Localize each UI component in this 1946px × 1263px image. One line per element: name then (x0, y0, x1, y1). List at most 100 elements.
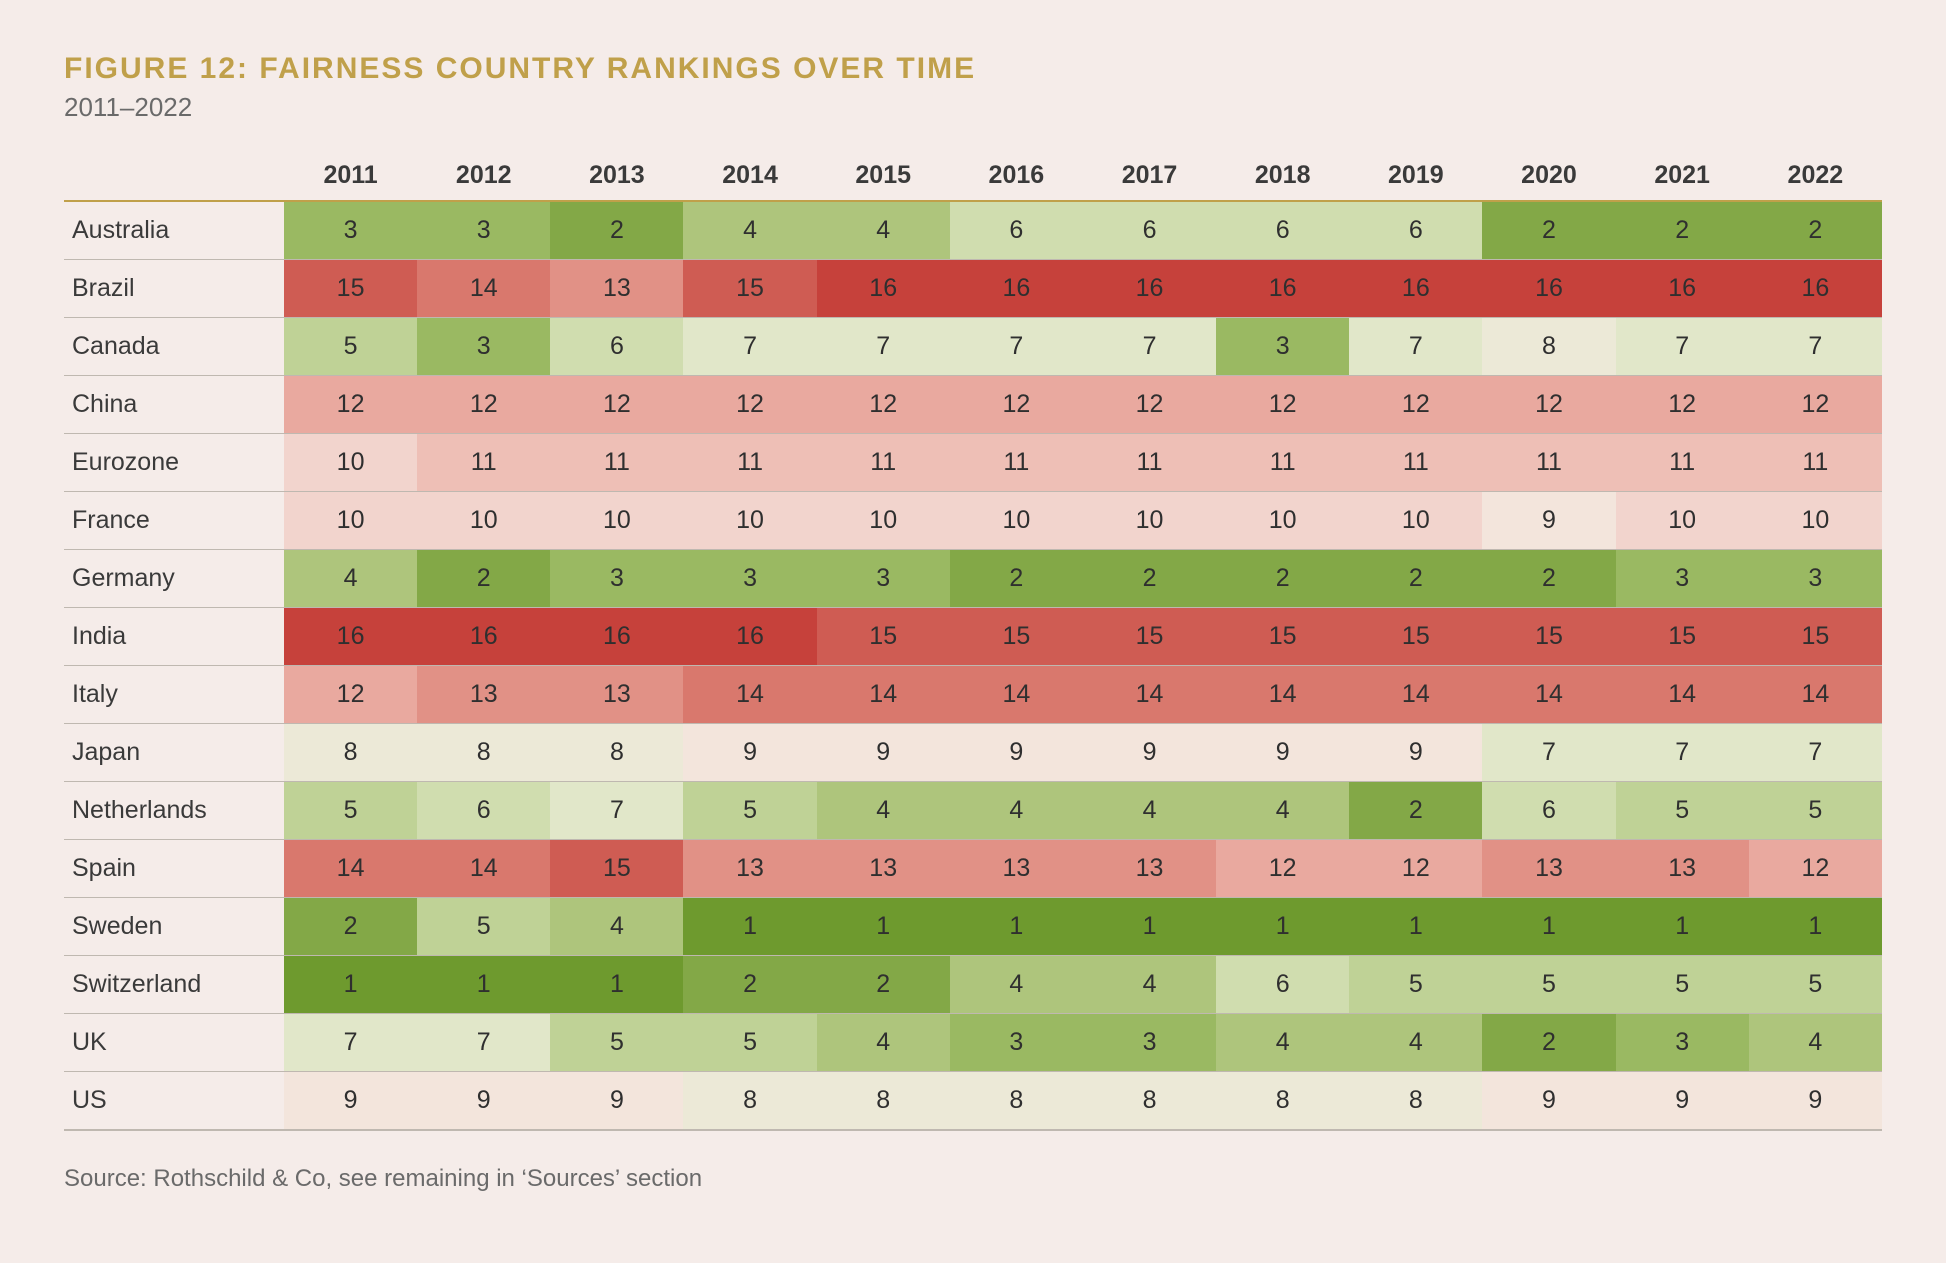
heatmap-cell: 3 (284, 201, 417, 260)
heatmap-cell: 15 (683, 260, 816, 318)
heatmap-cell: 12 (1083, 376, 1216, 434)
heatmap-cell: 12 (550, 376, 683, 434)
heatmap-cell: 16 (1216, 260, 1349, 318)
heatmap-cell: 14 (1749, 666, 1882, 724)
heatmap-cell: 4 (817, 201, 950, 260)
heatmap-cell: 12 (1216, 376, 1349, 434)
heatmap-cell: 15 (1749, 608, 1882, 666)
heatmap-cell: 7 (1349, 318, 1482, 376)
heatmap-cell: 8 (683, 1072, 816, 1131)
heatmap-cell: 13 (550, 666, 683, 724)
heatmap-cell: 2 (817, 956, 950, 1014)
heatmap-cell: 13 (1482, 840, 1615, 898)
heatmap-cell: 16 (1349, 260, 1482, 318)
heatmap-cell: 7 (417, 1014, 550, 1072)
figure-subtitle: 2011–2022 (64, 92, 1882, 123)
heatmap-cell: 10 (417, 492, 550, 550)
heatmap-cell: 4 (950, 956, 1083, 1014)
heatmap-cell: 8 (417, 724, 550, 782)
heatmap-cell: 8 (950, 1072, 1083, 1131)
heatmap-cell: 3 (1216, 318, 1349, 376)
table-row: Canada536777737877 (64, 318, 1882, 376)
heatmap-cell: 14 (683, 666, 816, 724)
heatmap-cell: 11 (1216, 434, 1349, 492)
heatmap-cell: 1 (1749, 898, 1882, 956)
heatmap-cell: 14 (950, 666, 1083, 724)
column-header-year: 2022 (1749, 161, 1882, 201)
heatmap-cell: 2 (1482, 550, 1615, 608)
heatmap-cell: 12 (1216, 840, 1349, 898)
heatmap-cell: 16 (550, 608, 683, 666)
heatmap-cell: 5 (1616, 956, 1749, 1014)
heatmap-cell: 3 (550, 550, 683, 608)
heatmap-cell: 9 (550, 1072, 683, 1131)
table-header: 2011201220132014201520162017201820192020… (64, 161, 1882, 201)
heatmap-cell: 8 (284, 724, 417, 782)
heatmap-cell: 14 (1083, 666, 1216, 724)
heatmap-cell: 13 (950, 840, 1083, 898)
heatmap-cell: 4 (1083, 956, 1216, 1014)
heatmap-cell: 1 (1216, 898, 1349, 956)
heatmap-cell: 3 (950, 1014, 1083, 1072)
heatmap-cell: 5 (683, 1014, 816, 1072)
heatmap-cell: 7 (1749, 724, 1882, 782)
table-row: Germany423332222233 (64, 550, 1882, 608)
heatmap-cell: 14 (284, 840, 417, 898)
row-label: Japan (64, 724, 284, 782)
heatmap-cell: 11 (417, 434, 550, 492)
heatmap-cell: 3 (417, 318, 550, 376)
heatmap-cell: 16 (417, 608, 550, 666)
heatmap-cell: 1 (417, 956, 550, 1014)
row-label: UK (64, 1014, 284, 1072)
heatmap-cell: 2 (1749, 201, 1882, 260)
heatmap-cell: 9 (1216, 724, 1349, 782)
column-header-year: 2020 (1482, 161, 1615, 201)
heatmap-cell: 11 (683, 434, 816, 492)
heatmap-cell: 4 (550, 898, 683, 956)
heatmap-cell: 6 (950, 201, 1083, 260)
heatmap-cell: 9 (817, 724, 950, 782)
table-row: India161616161515151515151515 (64, 608, 1882, 666)
row-label: Switzerland (64, 956, 284, 1014)
heatmap-cell: 1 (1616, 898, 1749, 956)
heatmap-cell: 3 (683, 550, 816, 608)
heatmap-cell: 10 (1083, 492, 1216, 550)
heatmap-cell: 1 (284, 956, 417, 1014)
heatmap-cell: 16 (1083, 260, 1216, 318)
heatmap-cell: 3 (1616, 1014, 1749, 1072)
heatmap-cell: 12 (1349, 376, 1482, 434)
heatmap-cell: 14 (1616, 666, 1749, 724)
heatmap-cell: 1 (683, 898, 816, 956)
heatmap-cell: 15 (1349, 608, 1482, 666)
column-header-country (64, 161, 284, 201)
heatmap-cell: 7 (1749, 318, 1882, 376)
heatmap-cell: 12 (683, 376, 816, 434)
row-label: Canada (64, 318, 284, 376)
heatmap-cell: 1 (950, 898, 1083, 956)
heatmap-cell: 13 (417, 666, 550, 724)
row-label: Italy (64, 666, 284, 724)
row-label: China (64, 376, 284, 434)
heatmap-cell: 2 (950, 550, 1083, 608)
heatmap-cell: 10 (1216, 492, 1349, 550)
heatmap-cell: 8 (1349, 1072, 1482, 1131)
heatmap-cell: 4 (284, 550, 417, 608)
column-header-year: 2021 (1616, 161, 1749, 201)
heatmap-cell: 13 (1616, 840, 1749, 898)
heatmap-cell: 12 (950, 376, 1083, 434)
heatmap-cell: 1 (1083, 898, 1216, 956)
heatmap-cell: 4 (950, 782, 1083, 840)
column-header-year: 2016 (950, 161, 1083, 201)
table-row: Netherlands567544442655 (64, 782, 1882, 840)
heatmap-cell: 4 (683, 201, 816, 260)
heatmap-cell: 5 (1482, 956, 1615, 1014)
row-label: Netherlands (64, 782, 284, 840)
heatmap-cell: 9 (683, 724, 816, 782)
heatmap-cell: 14 (417, 260, 550, 318)
heatmap-cell: 11 (1482, 434, 1615, 492)
heatmap-cell: 6 (417, 782, 550, 840)
heatmap-cell: 1 (817, 898, 950, 956)
heatmap-cell: 8 (1083, 1072, 1216, 1131)
table-row: Spain141415131313131212131312 (64, 840, 1882, 898)
heatmap-cell: 12 (417, 376, 550, 434)
